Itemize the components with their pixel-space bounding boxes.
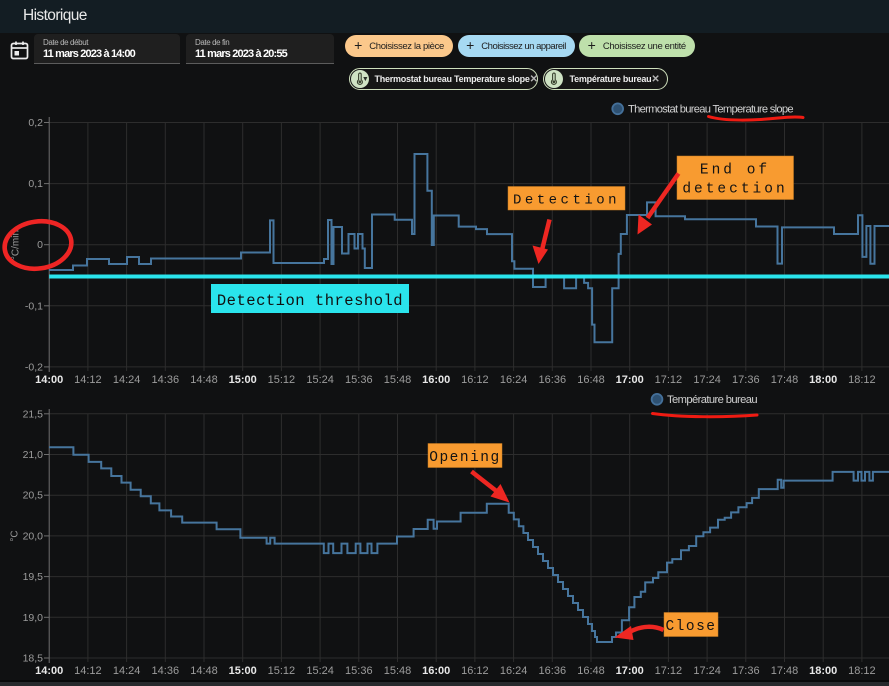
svg-text:17:48: 17:48 — [771, 665, 799, 677]
svg-text:20,5: 20,5 — [23, 490, 44, 502]
svg-text:Detection threshold: Detection threshold — [217, 292, 403, 310]
svg-text:18:12: 18:12 — [848, 374, 876, 386]
svg-text:15:00: 15:00 — [229, 374, 257, 386]
svg-text:17:24: 17:24 — [693, 665, 721, 677]
svg-text:17:12: 17:12 — [655, 374, 683, 386]
svg-text:17:36: 17:36 — [732, 665, 760, 677]
svg-text:17:00: 17:00 — [616, 665, 644, 677]
svg-text:16:12: 16:12 — [461, 374, 489, 386]
svg-text:°C/min: °C/min — [11, 230, 22, 260]
svg-text:16:00: 16:00 — [422, 374, 450, 386]
svg-text:16:48: 16:48 — [577, 665, 605, 677]
svg-text:15:48: 15:48 — [384, 374, 412, 386]
svg-text:18:00: 18:00 — [809, 665, 837, 677]
svg-text:15:24: 15:24 — [306, 374, 334, 386]
svg-text:Opening: Opening — [429, 450, 500, 466]
svg-text:21,0: 21,0 — [23, 449, 44, 461]
svg-text:Thermostat bureau Temperature: Thermostat bureau Temperature slope — [628, 104, 793, 116]
svg-text:14:36: 14:36 — [152, 665, 180, 677]
svg-text:Close: Close — [665, 619, 716, 635]
svg-text:0: 0 — [37, 239, 43, 251]
svg-text:15:12: 15:12 — [268, 374, 296, 386]
svg-text:19,0: 19,0 — [23, 612, 44, 624]
svg-text:14:00: 14:00 — [35, 374, 63, 386]
svg-text:14:12: 14:12 — [74, 374, 102, 386]
svg-text:14:48: 14:48 — [190, 665, 218, 677]
svg-text:18:12: 18:12 — [848, 665, 876, 677]
svg-text:16:48: 16:48 — [577, 374, 605, 386]
svg-text:19,5: 19,5 — [23, 571, 44, 583]
svg-text:detection: detection — [682, 182, 787, 198]
svg-text:14:36: 14:36 — [152, 374, 180, 386]
svg-text:15:36: 15:36 — [345, 374, 373, 386]
svg-text:End of: End of — [700, 163, 770, 179]
svg-text:16:24: 16:24 — [500, 374, 528, 386]
svg-text:16:00: 16:00 — [422, 665, 450, 677]
svg-text:°C: °C — [10, 530, 21, 541]
svg-text:17:24: 17:24 — [693, 374, 721, 386]
svg-text:14:24: 14:24 — [113, 374, 141, 386]
svg-text:15:12: 15:12 — [268, 665, 296, 677]
svg-text:Detection: Detection — [513, 193, 620, 209]
svg-text:17:48: 17:48 — [771, 374, 799, 386]
svg-text:20,0: 20,0 — [23, 530, 44, 542]
svg-text:14:00: 14:00 — [35, 665, 63, 677]
svg-text:18:00: 18:00 — [809, 374, 837, 386]
svg-text:15:48: 15:48 — [384, 665, 412, 677]
svg-text:14:48: 14:48 — [190, 374, 218, 386]
svg-text:16:36: 16:36 — [539, 665, 567, 677]
svg-text:-0,2: -0,2 — [25, 361, 43, 373]
svg-text:15:36: 15:36 — [345, 665, 373, 677]
svg-text:17:36: 17:36 — [732, 374, 760, 386]
svg-text:16:36: 16:36 — [539, 374, 567, 386]
svg-text:0,2: 0,2 — [28, 117, 43, 129]
svg-text:14:24: 14:24 — [113, 665, 141, 677]
svg-text:15:24: 15:24 — [306, 665, 334, 677]
svg-text:18,5: 18,5 — [23, 653, 44, 665]
svg-text:Température bureau: Température bureau — [667, 394, 757, 406]
svg-text:15:00: 15:00 — [229, 665, 257, 677]
svg-text:0,1: 0,1 — [28, 178, 43, 190]
svg-text:-0,1: -0,1 — [25, 300, 43, 312]
svg-text:14:12: 14:12 — [74, 665, 102, 677]
svg-text:16:12: 16:12 — [461, 665, 489, 677]
svg-text:16:24: 16:24 — [500, 665, 528, 677]
svg-text:17:00: 17:00 — [616, 374, 644, 386]
svg-text:21,5: 21,5 — [23, 408, 44, 420]
svg-text:17:12: 17:12 — [655, 665, 683, 677]
